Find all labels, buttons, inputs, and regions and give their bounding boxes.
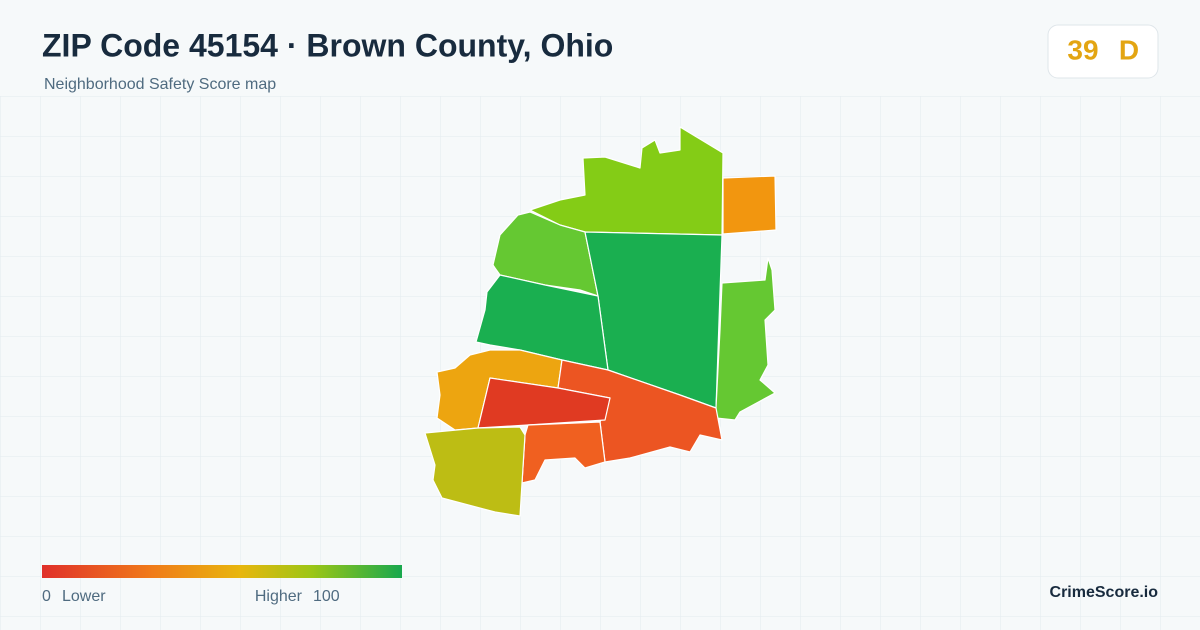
region [424, 426, 526, 517]
legend-bar [42, 565, 402, 578]
legend-max: 100 [313, 588, 340, 605]
brand: CrimeScore.io [1050, 584, 1159, 601]
title: ZIP Code 45154 · Brown County, Ohio [42, 27, 613, 63]
score-value: 39 [1067, 34, 1098, 65]
legend-min-label: Lower [62, 588, 106, 605]
score-grade: D [1119, 34, 1139, 65]
region [715, 257, 776, 421]
legend-min: 0 [42, 588, 51, 605]
region [722, 175, 777, 235]
subtitle: Neighborhood Safety Score map [44, 76, 276, 93]
map [424, 126, 777, 517]
score-badge [1047, 24, 1159, 79]
legend-max-label: Higher [255, 588, 303, 605]
